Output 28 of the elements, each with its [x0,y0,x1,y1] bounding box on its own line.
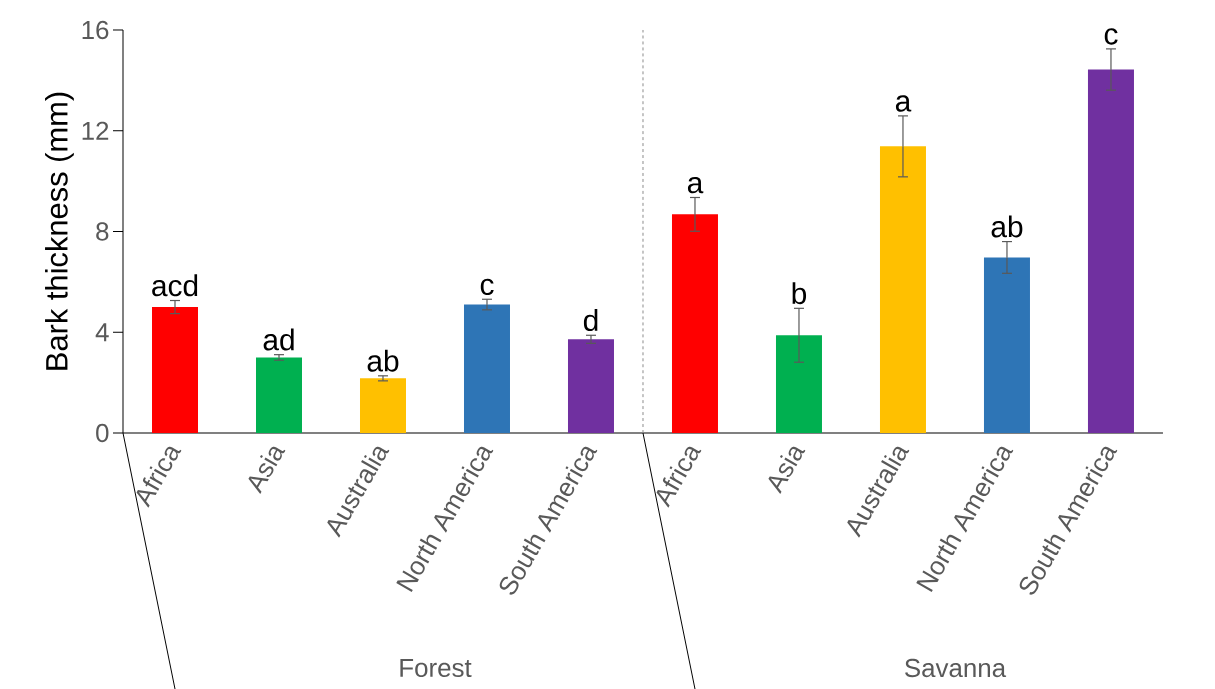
data-label: b [792,282,807,305]
y-tick-label: 4 [95,323,109,342]
data-label: ab [991,215,1023,238]
bar [256,357,302,433]
data-label: a [687,176,704,194]
bar [671,214,718,433]
y-tick-label: 16 [82,20,109,40]
bar [1087,69,1134,433]
bar [879,146,926,433]
data-label: ad [263,328,294,351]
data-label: c [480,278,494,296]
data-label: a [895,95,912,112]
data-label: acd [152,274,198,297]
bar [359,378,406,433]
y-tick-label: 12 [82,121,109,140]
bar [463,304,510,433]
bar [775,335,822,433]
text: Forest [400,658,472,678]
y-tick-label: 0 [96,423,109,443]
y-tick-label: 8 [96,222,109,241]
bar [983,257,1030,433]
bar [567,339,614,433]
data-label: ab [367,349,399,372]
data-label: d [583,309,598,332]
bar [152,307,198,433]
y-axis-title: Bark thickness (mm) [45,92,74,370]
text: Savanna [905,658,1007,678]
data-label: c [1104,28,1118,45]
